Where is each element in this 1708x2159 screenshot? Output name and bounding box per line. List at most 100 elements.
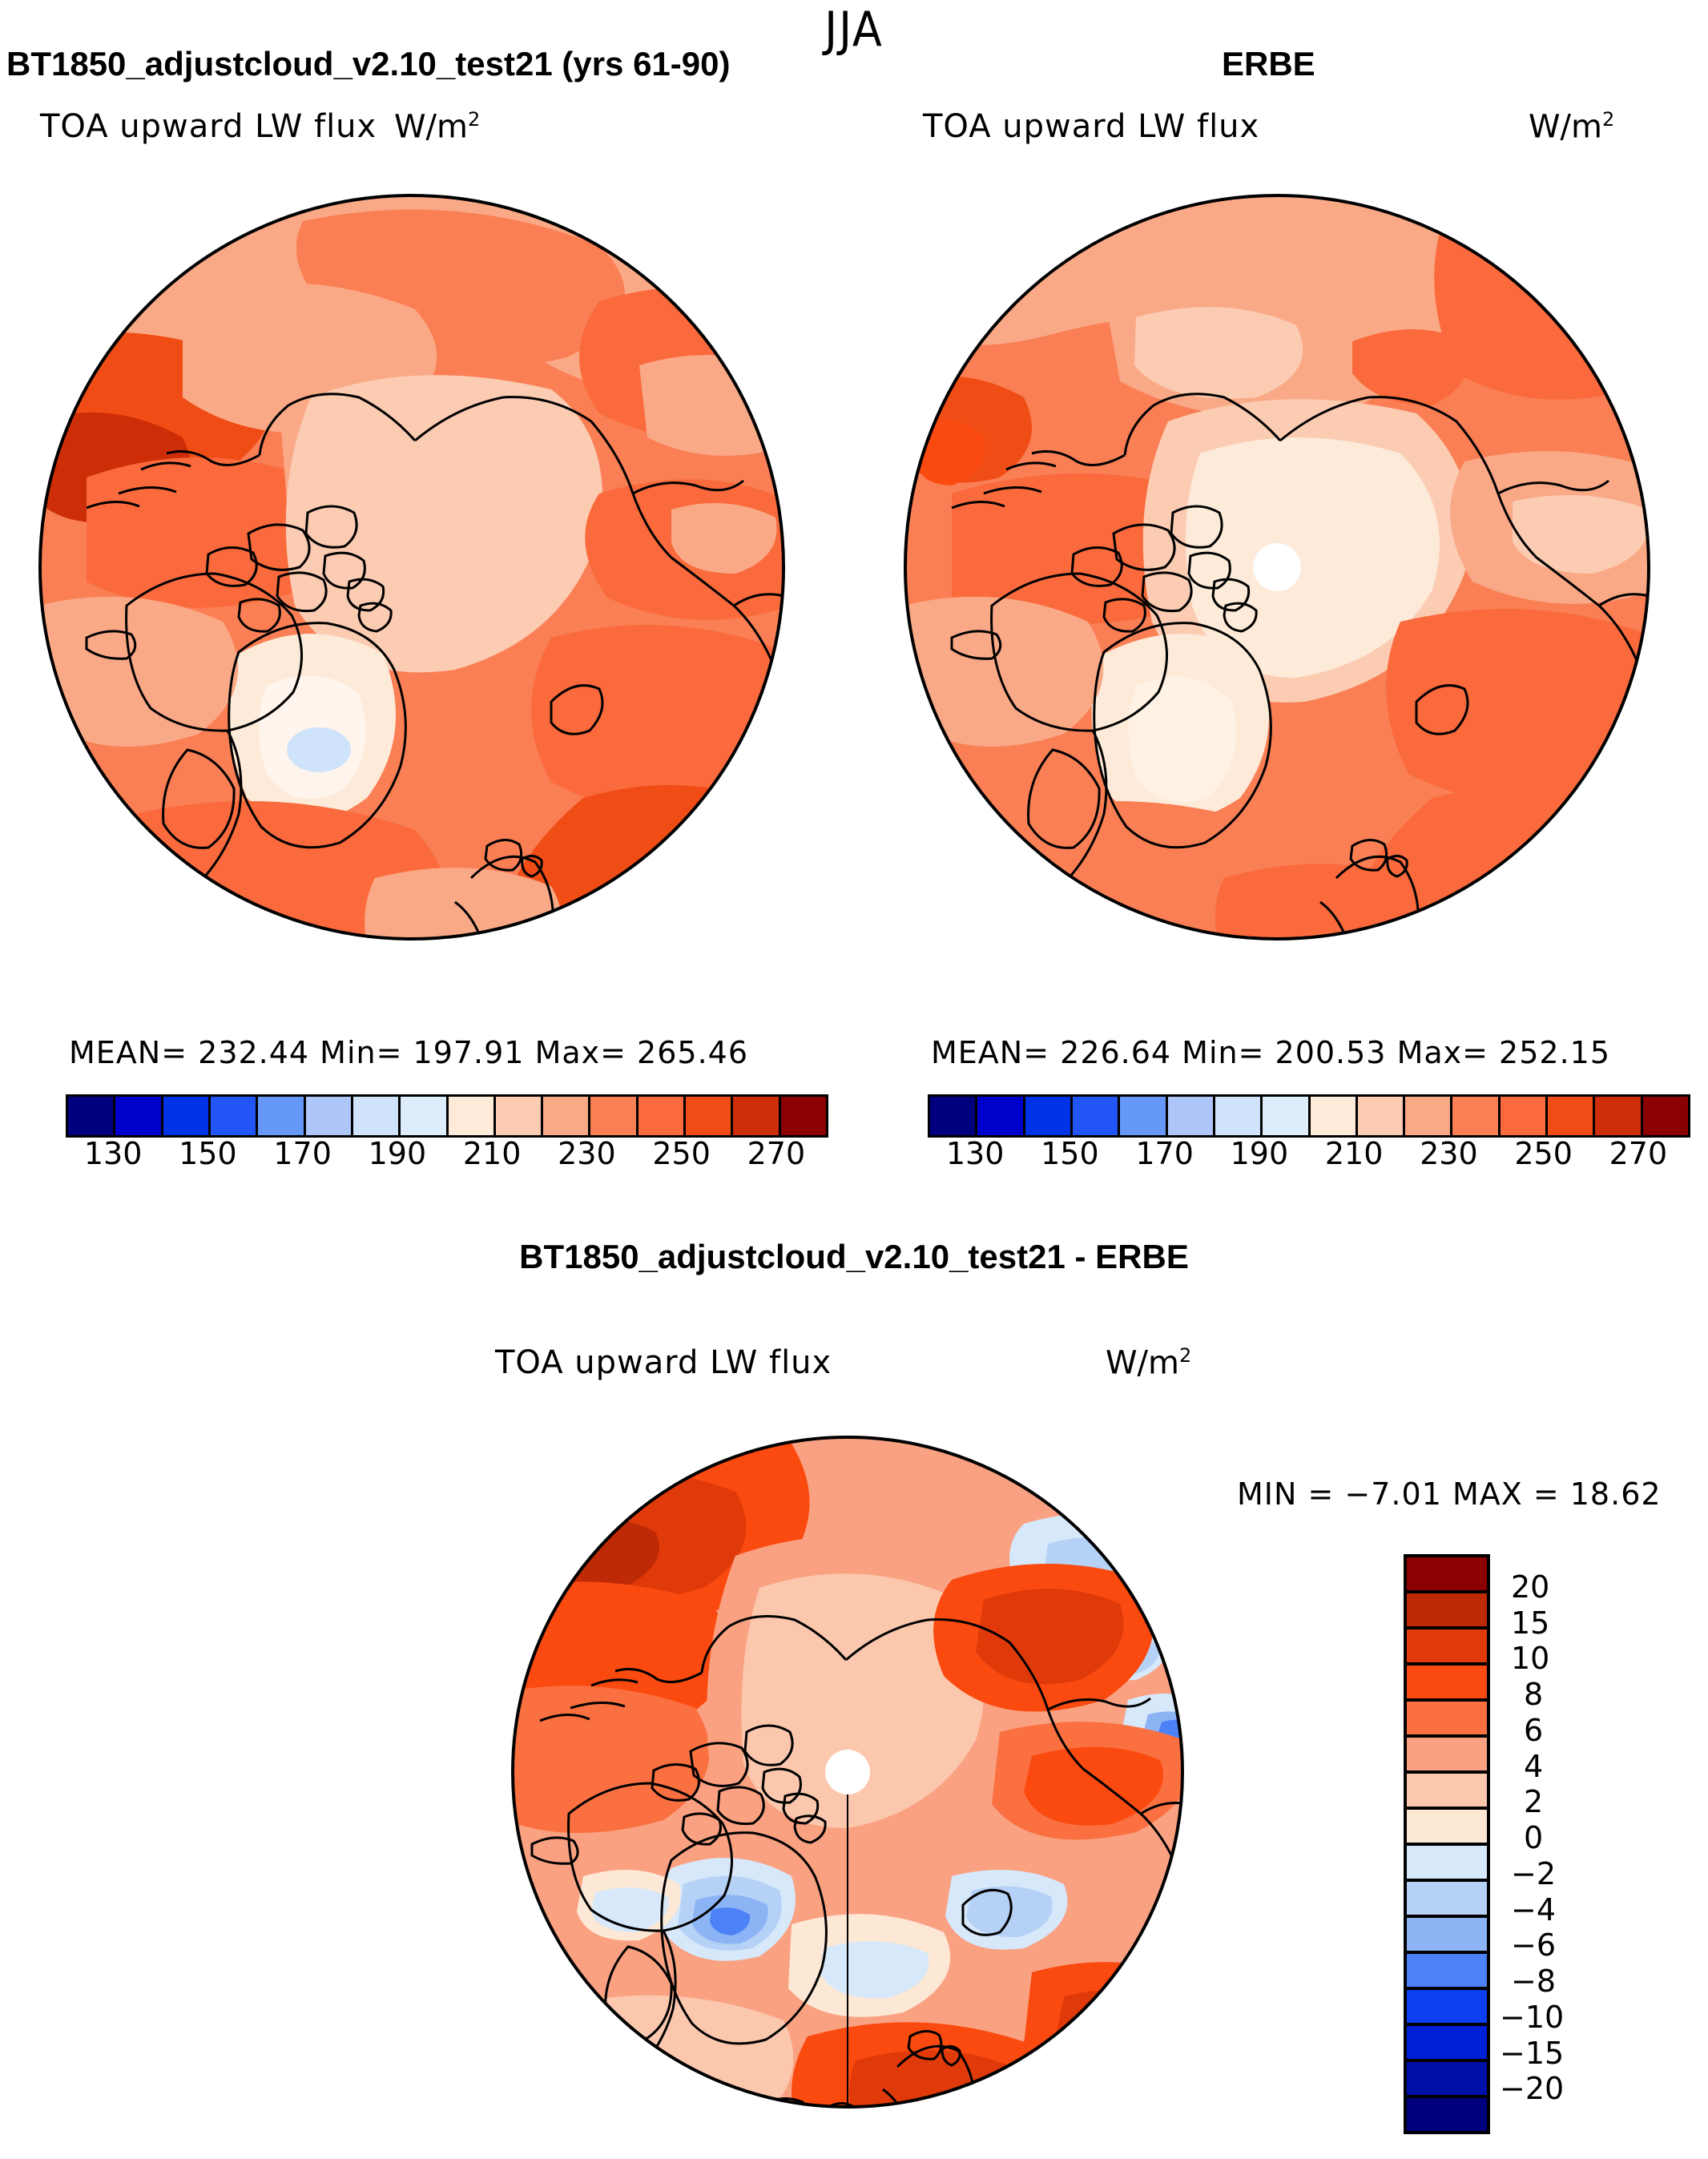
colorbar-cell bbox=[115, 1097, 163, 1135]
colorbar-cell bbox=[1025, 1097, 1073, 1135]
colorbar-tick-label: 0 bbox=[1524, 1820, 1544, 1855]
colorbar-tick-label: 190 bbox=[368, 1136, 427, 1171]
colorbar-tick-label: 2 bbox=[1524, 1784, 1544, 1820]
colorbar-cell bbox=[495, 1097, 544, 1135]
obs-unit-text: W/m bbox=[1529, 108, 1602, 146]
model-colorbar-ticks: 130 150 170 190 210 230 250 270 bbox=[66, 1136, 828, 1184]
colorbar-tick-label: −6 bbox=[1511, 1927, 1557, 1964]
colorbar-tick-label: −10 bbox=[1500, 1999, 1565, 2035]
colorbar-cell bbox=[1407, 1629, 1487, 1666]
colorbar-tick-label: 190 bbox=[1230, 1136, 1289, 1171]
colorbar-cell bbox=[1407, 1666, 1487, 1702]
difference-minmax: MIN = −7.01 MAX = 18.62 bbox=[1237, 1476, 1662, 1512]
colorbar-cell bbox=[1357, 1097, 1406, 1135]
colorbar-tick-label: 150 bbox=[1041, 1136, 1099, 1171]
difference-map bbox=[471, 1396, 1224, 2149]
model-stats: MEAN= 232.44 Min= 197.91 Max= 265.46 bbox=[69, 1035, 749, 1070]
colorbar-cell bbox=[1407, 1918, 1487, 1954]
colorbar-cell bbox=[1405, 1097, 1453, 1135]
colorbar-tick-label: 8 bbox=[1524, 1677, 1544, 1712]
colorbar-cell bbox=[1407, 1846, 1487, 1882]
colorbar-tick-label: 170 bbox=[1135, 1136, 1194, 1171]
obs-colorbar-ticks: 130 150 170 190 210 230 250 270 bbox=[928, 1136, 1690, 1184]
colorbar-cell bbox=[1407, 1954, 1487, 1990]
colorbar-cell bbox=[1407, 2062, 1487, 2098]
colorbar-cell bbox=[258, 1097, 306, 1135]
colorbar-cell bbox=[780, 1097, 826, 1135]
colorbar-cell bbox=[1072, 1097, 1121, 1135]
colorbar-tick-label: 270 bbox=[1609, 1136, 1668, 1171]
model-unit-exponent: 2 bbox=[468, 108, 481, 131]
colorbar-tick-label: −8 bbox=[1511, 1964, 1557, 1999]
season-title: JJA bbox=[824, 2, 884, 58]
colorbar-cell bbox=[1407, 1738, 1487, 1774]
difference-unit-label: W/m2 bbox=[1106, 1344, 1191, 1381]
obs-colorbar bbox=[928, 1094, 1690, 1138]
colorbar-cell bbox=[1595, 1097, 1643, 1135]
colorbar-cell bbox=[401, 1097, 449, 1135]
colorbar-cell bbox=[1407, 1882, 1487, 1918]
model-unit-text: W/m bbox=[394, 108, 468, 146]
colorbar-tick-label: 210 bbox=[462, 1136, 522, 1171]
colorbar-tick-label: −2 bbox=[1511, 1855, 1557, 1891]
model-map bbox=[38, 157, 792, 990]
obs-variable-label: TOA upward LW flux bbox=[923, 108, 1260, 145]
difference-variable-label: TOA upward LW flux bbox=[495, 1344, 832, 1381]
colorbar-cell bbox=[590, 1097, 638, 1135]
colorbar-cell bbox=[448, 1097, 496, 1135]
colorbar-tick-label: 10 bbox=[1511, 1641, 1550, 1677]
colorbar-tick-label: 150 bbox=[179, 1136, 237, 1171]
colorbar-cell bbox=[543, 1097, 591, 1135]
colorbar-cell bbox=[1263, 1097, 1311, 1135]
model-variable-label: TOA upward LW flux bbox=[40, 108, 377, 145]
colorbar-cell bbox=[210, 1097, 259, 1135]
difference-colorbar-ticks: 20 15 10 8 6 4 2 0 −2 −4 −6 −8 −10 −15 −20 bbox=[1500, 1554, 1676, 2131]
colorbar-cell bbox=[1407, 2026, 1487, 2062]
colorbar-tick-label: 15 bbox=[1511, 1605, 1550, 1641]
difference-panel-title: BT1850_adjustcloud_v2.10_test21 - ERBE bbox=[519, 1238, 1189, 1275]
obs-unit-exponent: 2 bbox=[1602, 108, 1615, 131]
colorbar-cell bbox=[1120, 1097, 1168, 1135]
difference-unit-exponent: 2 bbox=[1179, 1344, 1192, 1367]
model-unit-label: W/m2 bbox=[394, 108, 480, 145]
colorbar-cell bbox=[977, 1097, 1025, 1135]
colorbar-tick-label: 250 bbox=[1514, 1136, 1573, 1171]
obs-unit-label: W/m2 bbox=[1529, 108, 1614, 145]
colorbar-cell bbox=[1407, 1810, 1487, 1846]
colorbar-tick-label: 170 bbox=[273, 1136, 332, 1171]
colorbar-cell bbox=[1407, 1557, 1487, 1593]
colorbar-cell bbox=[352, 1097, 401, 1135]
colorbar-cell bbox=[733, 1097, 781, 1135]
colorbar-cell bbox=[1215, 1097, 1263, 1135]
colorbar-cell bbox=[1452, 1097, 1501, 1135]
colorbar-tick-label: 270 bbox=[747, 1136, 806, 1171]
colorbar-cell bbox=[1407, 1702, 1487, 1738]
colorbar-tick-label: −4 bbox=[1511, 1891, 1557, 1927]
colorbar-tick-label: −15 bbox=[1500, 2035, 1565, 2071]
colorbar-cell bbox=[305, 1097, 353, 1135]
colorbar-cell bbox=[1642, 1097, 1688, 1135]
colorbar-tick-label: 20 bbox=[1511, 1569, 1550, 1605]
colorbar-cell bbox=[930, 1097, 978, 1135]
colorbar-tick-label: 130 bbox=[945, 1136, 1005, 1171]
model-colorbar bbox=[66, 1094, 828, 1138]
colorbar-cell bbox=[638, 1097, 687, 1135]
colorbar-cell bbox=[1310, 1097, 1358, 1135]
difference-unit-text: W/m bbox=[1106, 1344, 1179, 1382]
colorbar-cell bbox=[1407, 1593, 1487, 1629]
colorbar-cell bbox=[68, 1097, 116, 1135]
obs-stats: MEAN= 226.64 Min= 200.53 Max= 252.15 bbox=[931, 1035, 1611, 1070]
colorbar-tick-label: 250 bbox=[652, 1136, 711, 1171]
colorbar-tick-label: 230 bbox=[558, 1136, 616, 1171]
colorbar-tick-label: 130 bbox=[83, 1136, 143, 1171]
colorbar-tick-label: 210 bbox=[1324, 1136, 1384, 1171]
difference-colorbar bbox=[1404, 1554, 1490, 2134]
colorbar-cell bbox=[686, 1097, 734, 1135]
colorbar-cell bbox=[1407, 1990, 1487, 2026]
colorbar-cell bbox=[1548, 1097, 1596, 1135]
colorbar-cell bbox=[1407, 1774, 1487, 1810]
colorbar-tick-label: 4 bbox=[1524, 1748, 1544, 1784]
colorbar-tick-label: −20 bbox=[1500, 2071, 1565, 2107]
colorbar-cell bbox=[1500, 1097, 1549, 1135]
colorbar-tick-label: 6 bbox=[1524, 1712, 1544, 1748]
